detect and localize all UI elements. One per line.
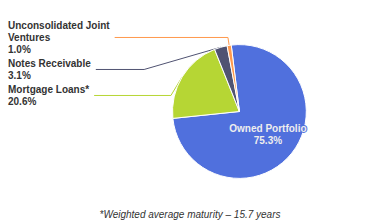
svg-text:Mortgage Loans*: Mortgage Loans* (8, 84, 89, 95)
svg-text:3.1%: 3.1% (8, 70, 31, 81)
svg-text:75.3%: 75.3% (254, 135, 282, 146)
svg-text:1.0%: 1.0% (8, 44, 31, 55)
svg-text:Unconsolidated Joint: Unconsolidated Joint (8, 20, 110, 31)
svg-text:Owned Portfolio: Owned Portfolio (229, 123, 306, 134)
svg-text:Notes Receivable: Notes Receivable (8, 58, 91, 69)
svg-text:20.6%: 20.6% (8, 96, 36, 107)
svg-text:*Weighted average maturity – 1: *Weighted average maturity – 15.7 years (99, 209, 280, 220)
svg-text:Ventures: Ventures (8, 32, 51, 43)
